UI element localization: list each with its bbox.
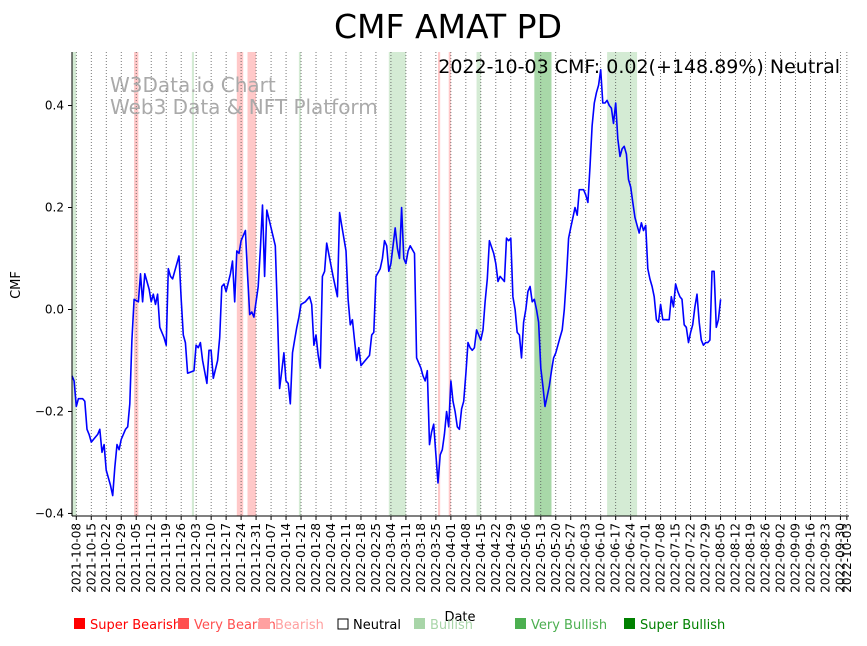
x-tick-label: 2022-01-28 (309, 523, 323, 593)
band-bullish-9 (476, 52, 481, 516)
y-axis-label: CMF (9, 271, 24, 299)
x-tick-label: 2022-07-01 (639, 523, 653, 593)
x-tick-label: 2022-06-10 (594, 523, 608, 593)
band-bullish-0 (72, 52, 77, 516)
legend-label-bullish: Bullish (430, 618, 473, 633)
x-tick-label: 2021-11-05 (129, 523, 143, 593)
x-tick-label: 2022-07-22 (684, 523, 698, 593)
x-tick-label: 2022-09-16 (803, 523, 817, 593)
x-tick-label: 2022-04-08 (459, 523, 473, 593)
legend-swatch-bullish (414, 618, 425, 629)
x-tick-label: 2022-08-19 (744, 523, 758, 593)
vertical-grid (75, 52, 848, 516)
x-tick-label: 2022-02-18 (354, 523, 368, 593)
x-tick-label: 2022-03-04 (384, 523, 398, 593)
chart-annotation: 2022-10-03 CMF: 0.02(+148.89%) Neutral (438, 56, 840, 78)
x-tick-label: 2021-12-03 (189, 523, 203, 593)
chart-title: CMF AMAT PD (334, 7, 562, 46)
band-bearish-7 (438, 52, 441, 516)
x-tick-label: 2022-08-05 (714, 523, 728, 593)
x-tick-label: 2022-02-25 (369, 523, 383, 593)
legend-label-bearish: Bearish (275, 618, 324, 633)
x-tick-label: 2022-05-27 (564, 523, 578, 593)
x-tick-label: 2021-12-10 (204, 523, 218, 593)
band-bullish-2 (191, 52, 195, 516)
cmf-line-series-0 (71, 69, 722, 497)
legend-swatch-very-bullish (515, 618, 526, 629)
highlight-bands (72, 52, 638, 516)
legend-swatch-neutral (337, 618, 349, 630)
watermark-line-2: Web3 Data & NFT Platform (110, 95, 378, 119)
x-tick-label: 2022-07-08 (654, 523, 668, 593)
x-tick-label: 2022-04-15 (474, 523, 488, 593)
y-tick-label: 0.0 (45, 302, 64, 316)
y-tick-label: 0.2 (45, 201, 64, 215)
x-tick-label: 2022-01-14 (279, 523, 293, 593)
x-tick-label: 2022-05-06 (519, 523, 533, 593)
watermark-line-1: W3Data.io Chart (110, 73, 276, 97)
x-tick-label: 2022-06-03 (579, 523, 593, 593)
x-tick-label: 2021-11-12 (144, 523, 158, 593)
y-tick-label: −0.4 (35, 506, 64, 520)
legend-swatch-super-bullish (624, 618, 635, 629)
band-bearish-3 (236, 52, 244, 516)
x-tick-label: 2022-05-20 (549, 523, 563, 593)
band-bullish-5 (298, 52, 302, 516)
band-bullish-6 (388, 52, 406, 516)
x-tick-label: 2021-12-24 (234, 523, 248, 593)
watermark: W3Data.io Chart Web3 Data & NFT Platform (110, 73, 378, 119)
x-tick-label: 2022-03-18 (414, 523, 428, 593)
legend-swatch-very-bearish (178, 618, 189, 629)
x-tick-label: 2022-07-15 (669, 523, 683, 593)
x-tick-label: 2021-10-22 (99, 523, 113, 593)
x-tick-label: 2022-08-26 (759, 523, 773, 593)
x-tick-label: 2022-06-24 (624, 523, 638, 593)
x-tick-label: 2022-09-02 (774, 523, 788, 593)
x-tick-label: 2022-09-23 (818, 523, 832, 593)
x-tick-label: 2022-02-04 (324, 523, 338, 593)
x-tick-label: 2021-12-17 (219, 523, 233, 593)
y-tick-label: −0.2 (35, 404, 64, 418)
x-tick-label: 2021-10-29 (114, 523, 128, 593)
x-tick-label: 2022-09-30 (833, 523, 847, 593)
x-tick-label: 2021-11-26 (174, 523, 188, 593)
x-tick-label: 2022-01-21 (294, 523, 308, 593)
y-tick-label: 0.4 (45, 99, 64, 113)
legend-label-super-bullish: Super Bullish (640, 618, 725, 633)
x-tick-label: 2021-12-31 (249, 523, 263, 593)
x-tick-label: 2022-04-29 (504, 523, 518, 593)
x-tick-label: 2022-03-25 (429, 523, 443, 593)
x-tick-label: 2022-04-22 (489, 523, 503, 593)
series-layer (71, 69, 722, 497)
band-bearish-4 (247, 52, 257, 516)
legend: Super Bearish Very Bearish Bearish Neutral B… (74, 618, 725, 633)
x-tick-label: 2022-09-09 (788, 523, 802, 593)
x-tick-label: 2022-02-11 (339, 523, 353, 593)
legend-label-neutral: Neutral (353, 618, 401, 633)
x-tick-label: 2022-05-13 (534, 523, 548, 593)
band-bullish-11 (607, 52, 638, 516)
x-tick-label: 2022-06-17 (609, 523, 623, 593)
band-bearish-8 (448, 52, 451, 516)
x-tick-label: 2022-10-03 (840, 523, 854, 593)
x-tick-label: 2022-03-11 (399, 523, 413, 593)
legend-label-very-bullish: Very Bullish (531, 618, 607, 633)
x-axis-label: Date (444, 610, 475, 625)
x-tick-label: 2021-10-15 (84, 523, 98, 593)
legend-swatch-super-bearish (74, 618, 85, 629)
x-tick-label: 2021-10-08 (69, 523, 83, 593)
legend-swatch-bearish (259, 618, 270, 629)
legend-label-very-bearish: Very Bearish (194, 618, 276, 633)
x-tick-label: 2021-11-19 (159, 523, 173, 593)
band-very-bullish-10 (534, 52, 552, 516)
legend-label-super-bearish: Super Bearish (90, 618, 181, 633)
x-tick-label: 2022-07-29 (699, 523, 713, 593)
x-tick-label: 2022-08-12 (729, 523, 743, 593)
x-tick-label: 2022-01-07 (264, 523, 278, 593)
x-tick-label: 2022-04-01 (444, 523, 458, 593)
